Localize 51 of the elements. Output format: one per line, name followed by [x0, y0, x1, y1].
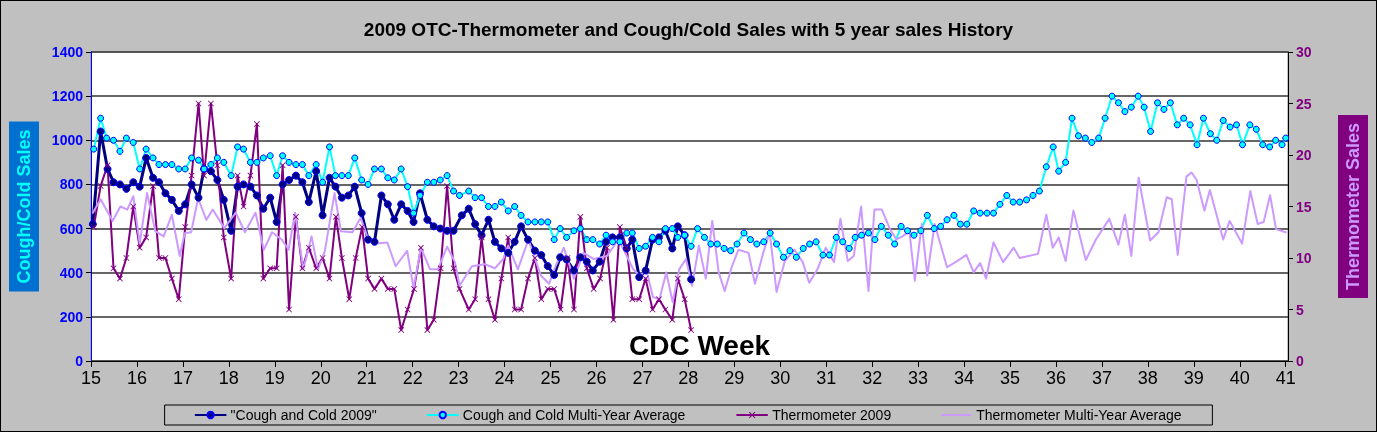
x-tick-label: 38 — [1137, 368, 1158, 388]
x-tick-label: 39 — [1183, 368, 1204, 388]
x-tick-label: 17 — [172, 368, 193, 388]
chart-title: 2009 OTC-Thermometer and Cough/Cold Sales with 5 year sales History — [363, 19, 1014, 40]
y2-tick-label: 15 — [1296, 198, 1312, 215]
x-tick-label: 29 — [724, 368, 745, 388]
x-tick-label: 41 — [1275, 368, 1296, 388]
x-tick-label: 27 — [632, 368, 653, 388]
x-tick-label: 22 — [402, 368, 423, 388]
x-tick-label: 19 — [264, 368, 285, 388]
y2-tick-label: 5 — [1296, 301, 1304, 318]
x-tick-label: 30 — [770, 368, 791, 388]
x-tick-label: 28 — [678, 368, 699, 388]
y-tick-label: 800 — [59, 176, 84, 193]
x-tick-label: 18 — [218, 368, 239, 388]
x-tick-label: 24 — [494, 368, 515, 388]
y-tick-label: 0 — [75, 353, 84, 369]
y-tick-label: 400 — [59, 264, 84, 281]
y2-tick-label: 30 — [1296, 44, 1312, 60]
x-tick-label: 21 — [356, 368, 377, 388]
y-tick-label: 600 — [59, 220, 84, 237]
legend-label: Thermometer Multi-Year Average — [976, 407, 1182, 423]
y-axis-title: Cough/Cold Sales — [14, 129, 34, 284]
x-tick-label: 23 — [448, 368, 469, 388]
x-tick-label: 37 — [1091, 368, 1112, 388]
y2-axis-title: Thermometer Sales — [1343, 122, 1363, 291]
x-tick-label: 32 — [862, 368, 883, 388]
y-tick-label: 1200 — [51, 88, 84, 105]
x-tick-label: 35 — [999, 368, 1021, 388]
x-tick-label: 20 — [310, 368, 331, 388]
y2-tick-label: 10 — [1296, 250, 1312, 266]
y-tick-label: 200 — [59, 308, 84, 325]
x-tick-label: 26 — [586, 368, 607, 388]
y2-tick-label: 25 — [1296, 95, 1312, 112]
x-tick-label: 33 — [908, 368, 929, 388]
x-tick-label: 36 — [1045, 368, 1066, 388]
x-tick-label: 15 — [80, 368, 102, 388]
x-tick-label: 34 — [954, 368, 975, 388]
x-tick-label: 40 — [1229, 368, 1250, 388]
x-tick-label: 25 — [540, 368, 561, 388]
legend-label: Thermometer 2009 — [772, 407, 892, 423]
y-tick-label: 1400 — [51, 44, 84, 60]
x-tick-label: 31 — [816, 368, 837, 388]
legend-label: Cough and Cold Multi-Year Average — [462, 407, 686, 423]
legend-label: "Cough and Cold 2009" — [230, 407, 377, 423]
line-series — [91, 171, 1287, 304]
x-tick-label: 16 — [126, 368, 147, 388]
y2-tick-label: 0 — [1296, 353, 1304, 369]
y2-tick-label: 20 — [1296, 147, 1312, 163]
y-tick-label: 1000 — [51, 132, 84, 149]
x-axis-title: CDC Week — [629, 329, 771, 361]
